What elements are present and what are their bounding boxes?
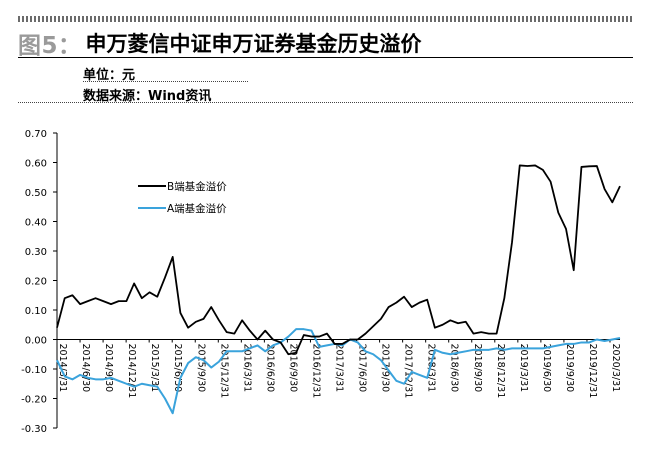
legend-item-b-label: B端基金溢价	[167, 180, 227, 193]
x-tick-label: 2017/6/30	[357, 344, 368, 393]
source-label: 数据来源：Wind资讯	[83, 89, 212, 104]
y-axis: -0.30 -0.20 -0.10 0.00 0.10 0.20 0.30 0.40 0.50 0…	[21, 129, 58, 435]
x-tick-label: 2015/12/31	[218, 344, 229, 399]
x-tick-label: 2019/12/31	[587, 344, 598, 399]
y-tick-label: 0.30	[25, 247, 47, 258]
x-tick-label: 2015/3/31	[149, 344, 160, 393]
x-tick-label: 2018/6/30	[449, 344, 460, 393]
x-tick-label: 2016/3/31	[241, 344, 252, 393]
y-tick-label: -0.30	[21, 424, 47, 435]
x-tick-label: 2014/12/31	[126, 344, 137, 399]
legend-item-a-label: A端基金溢价	[167, 202, 227, 215]
y-tick-label: 0.20	[25, 277, 47, 288]
y-tick-label: 0.00	[25, 336, 47, 347]
source-divider	[18, 102, 633, 103]
x-tick-label: 2015/9/30	[195, 344, 206, 393]
unit-divider	[83, 81, 248, 82]
x-tick-label: 2017/9/30	[380, 344, 391, 393]
x-tick-label: 2015/6/30	[172, 344, 183, 393]
y-tick-label: -0.20	[21, 395, 47, 406]
y-tick-label: 0.40	[25, 218, 47, 229]
x-tick-label: 2014/9/30	[103, 344, 114, 393]
figure-title: 申万菱信中证申万证券基金历史溢价	[85, 32, 422, 56]
y-tick-label: 0.10	[25, 306, 47, 317]
x-tick-label: 2017/12/31	[403, 344, 414, 399]
y-tick-label: 0.60	[25, 159, 47, 170]
x-tick-label: 2018/3/31	[426, 344, 437, 393]
x-tick-label: 2018/9/30	[472, 344, 483, 393]
y-tick-label: 0.50	[25, 188, 47, 199]
x-tick-label: 2014/6/30	[80, 344, 91, 393]
x-tick-label: 2019/9/30	[564, 344, 575, 393]
figure-number: 图5：	[18, 33, 82, 59]
b-fund-premium-line	[56, 164, 621, 356]
x-tick-label: 2019/3/31	[518, 344, 529, 393]
unit-label: 单位：元	[83, 68, 136, 83]
x-tick-label: 2016/9/30	[287, 344, 298, 393]
legend: B端基金溢价 A端基金溢价	[138, 180, 227, 215]
x-tick-label: 2016/12/31	[310, 344, 321, 399]
x-tick-label: 2020/3/31	[610, 344, 621, 393]
x-tick-label: 2018/12/31	[495, 344, 506, 399]
x-tick-label: 2017/3/31	[334, 344, 345, 393]
x-tick-label: 2019/6/30	[541, 344, 552, 393]
figure-header: 图5： 申万菱信中证申万证券基金历史溢价	[18, 26, 633, 60]
x-axis: 2014/3/31 2014/6/30 2014/9/30 2014/12/31 201…	[56, 339, 621, 399]
title-underline	[18, 57, 633, 58]
series-lines	[56, 164, 621, 415]
header-hatch-bar	[18, 16, 633, 22]
x-tick-label: 2016/6/30	[264, 344, 275, 393]
y-tick-label: 0.70	[25, 129, 47, 140]
x-tick-label: 2014/3/31	[57, 344, 68, 393]
y-tick-label: -0.10	[21, 365, 47, 376]
